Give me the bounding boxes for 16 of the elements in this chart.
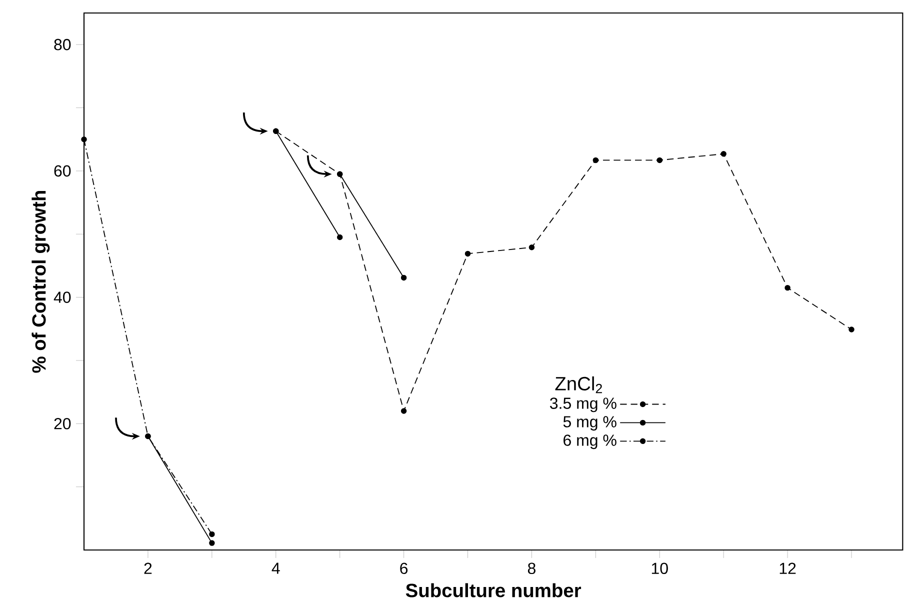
x-axis-title: Subculture number bbox=[406, 583, 582, 598]
legend-title: ZnCl$_{2}$ bbox=[555, 376, 602, 394]
y-tick-label: 80 bbox=[54, 38, 71, 50]
legend-label: 5 mg % bbox=[563, 416, 616, 431]
y-tick-label: 20 bbox=[54, 418, 71, 430]
x-tick-label: 2 bbox=[144, 562, 152, 574]
y-tick-label: 60 bbox=[54, 165, 71, 177]
y-axis-title: % of Control growth bbox=[32, 190, 50, 373]
x-tick-label: 6 bbox=[400, 562, 408, 574]
x-tick-label: 12 bbox=[780, 562, 796, 574]
x-tick-label: 8 bbox=[528, 562, 536, 574]
legend-label: 3.5 mg % bbox=[550, 398, 616, 412]
y-tick-label: 40 bbox=[54, 292, 71, 303]
legend-label: 6 mg % bbox=[564, 434, 616, 450]
x-tick-label: 10 bbox=[652, 562, 668, 574]
x-tick-label: 4 bbox=[272, 562, 280, 574]
